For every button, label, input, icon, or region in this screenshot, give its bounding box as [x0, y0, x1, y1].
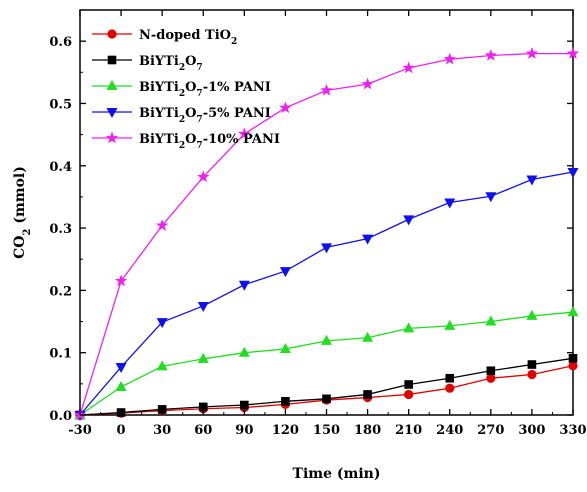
- data-point-series-2: [240, 400, 249, 410]
- legend-marker-3: [106, 80, 118, 90]
- y-tick-label: 0.6: [49, 35, 72, 50]
- data-point-series-5: [155, 219, 169, 231]
- x-tick-label: 180: [354, 423, 381, 438]
- data-point-series-3: [156, 360, 168, 371]
- y-tick-label: 0.1: [49, 347, 72, 362]
- data-point-series-1: [527, 369, 537, 380]
- data-point-series-3: [321, 334, 332, 345]
- data-point-series-2: [486, 366, 496, 376]
- data-point-series-4: [526, 175, 538, 186]
- y-tick-label: 0.3: [49, 222, 72, 237]
- x-tick-label: 0: [117, 423, 126, 438]
- data-point-series-4: [156, 318, 168, 329]
- data-point-series-5: [525, 47, 539, 59]
- x-tick-label: -30: [68, 423, 92, 438]
- data-point-series-3: [362, 331, 374, 342]
- series-line-2: [79, 357, 574, 416]
- x-tick-label: 240: [436, 423, 463, 438]
- data-point-series-3: [197, 352, 209, 363]
- x-tick-label: 150: [313, 423, 340, 438]
- data-point-series-3: [526, 309, 538, 320]
- data-point-series-3: [485, 315, 497, 326]
- x-axis-title: Time (min): [293, 466, 381, 482]
- data-point-series-4: [197, 301, 209, 312]
- x-tick-label: 120: [272, 423, 299, 438]
- data-point-series-1: [486, 373, 496, 383]
- series-line-1: [79, 365, 574, 416]
- data-point-series-4: [238, 280, 250, 291]
- x-tick-label: 270: [477, 423, 504, 438]
- data-point-series-2: [404, 380, 413, 389]
- legend-label-1: N-doped TiO2: [139, 28, 237, 47]
- data-point-series-4: [362, 234, 374, 245]
- x-tick-label: 60: [194, 423, 212, 438]
- data-point-series-4: [444, 198, 456, 209]
- data-point-series-2: [568, 354, 578, 363]
- legend-label-4: BiYTi2O7-5% PANI: [139, 106, 271, 125]
- x-tick-label: 210: [395, 423, 422, 438]
- y-tick-label: 0.0: [49, 409, 72, 424]
- data-point-series-3: [238, 346, 250, 357]
- data-point-series-2: [198, 402, 208, 412]
- data-point-series-1: [568, 361, 578, 371]
- legend-marker-4: [106, 108, 118, 118]
- data-point-series-5: [484, 48, 498, 61]
- data-point-series-1: [404, 389, 414, 400]
- x-tick-label: 90: [235, 423, 253, 438]
- y-axis-title: CO2 (mmol): [12, 166, 33, 259]
- data-point-series-4: [403, 215, 415, 226]
- data-point-series-4: [115, 363, 127, 374]
- data-point-series-3: [444, 319, 456, 330]
- data-point-series-5: [402, 61, 415, 74]
- data-point-series-5: [361, 77, 374, 90]
- data-point-series-2: [363, 390, 372, 399]
- data-point-series-2: [445, 373, 455, 383]
- data-point-series-2: [527, 360, 537, 369]
- y-tick-label: 0.4: [49, 160, 72, 175]
- data-point-series-5: [443, 52, 456, 65]
- data-point-series-5: [238, 127, 251, 140]
- data-point-series-4: [279, 267, 291, 278]
- x-tick-label: 300: [518, 423, 545, 438]
- data-point-series-1: [445, 383, 455, 393]
- data-point-series-2: [281, 396, 290, 406]
- data-point-series-5: [197, 170, 210, 183]
- y-tick-label: 0.2: [49, 284, 72, 299]
- data-point-series-3: [279, 342, 291, 353]
- series-line-4: [79, 171, 574, 416]
- data-point-series-5: [320, 83, 333, 96]
- data-point-series-4: [321, 243, 332, 254]
- legend-label-2: BiYTi2O7: [139, 54, 203, 73]
- legend-marker-2: [107, 55, 117, 65]
- data-point-series-5: [114, 274, 128, 287]
- legend-label-5: BiYTi2O7-10% PANI: [139, 132, 280, 151]
- legend-marker-5: [105, 131, 119, 144]
- x-tick-label: 30: [153, 423, 171, 438]
- data-point-series-5: [279, 101, 292, 114]
- data-point-series-4: [567, 168, 579, 178]
- y-tick-label: 0.5: [49, 97, 72, 112]
- legend-marker-1: [107, 29, 117, 39]
- data-point-series-3: [403, 322, 415, 333]
- data-point-series-4: [485, 192, 497, 203]
- data-point-series-2: [322, 394, 331, 404]
- data-point-series-3: [567, 306, 579, 317]
- data-point-series-3: [115, 380, 127, 391]
- data-point-series-5: [566, 47, 580, 59]
- plot-frame: [79, 9, 574, 416]
- x-tick-label: 330: [559, 423, 586, 438]
- legend-label-3: BiYTi2O7-1% PANI: [139, 80, 271, 99]
